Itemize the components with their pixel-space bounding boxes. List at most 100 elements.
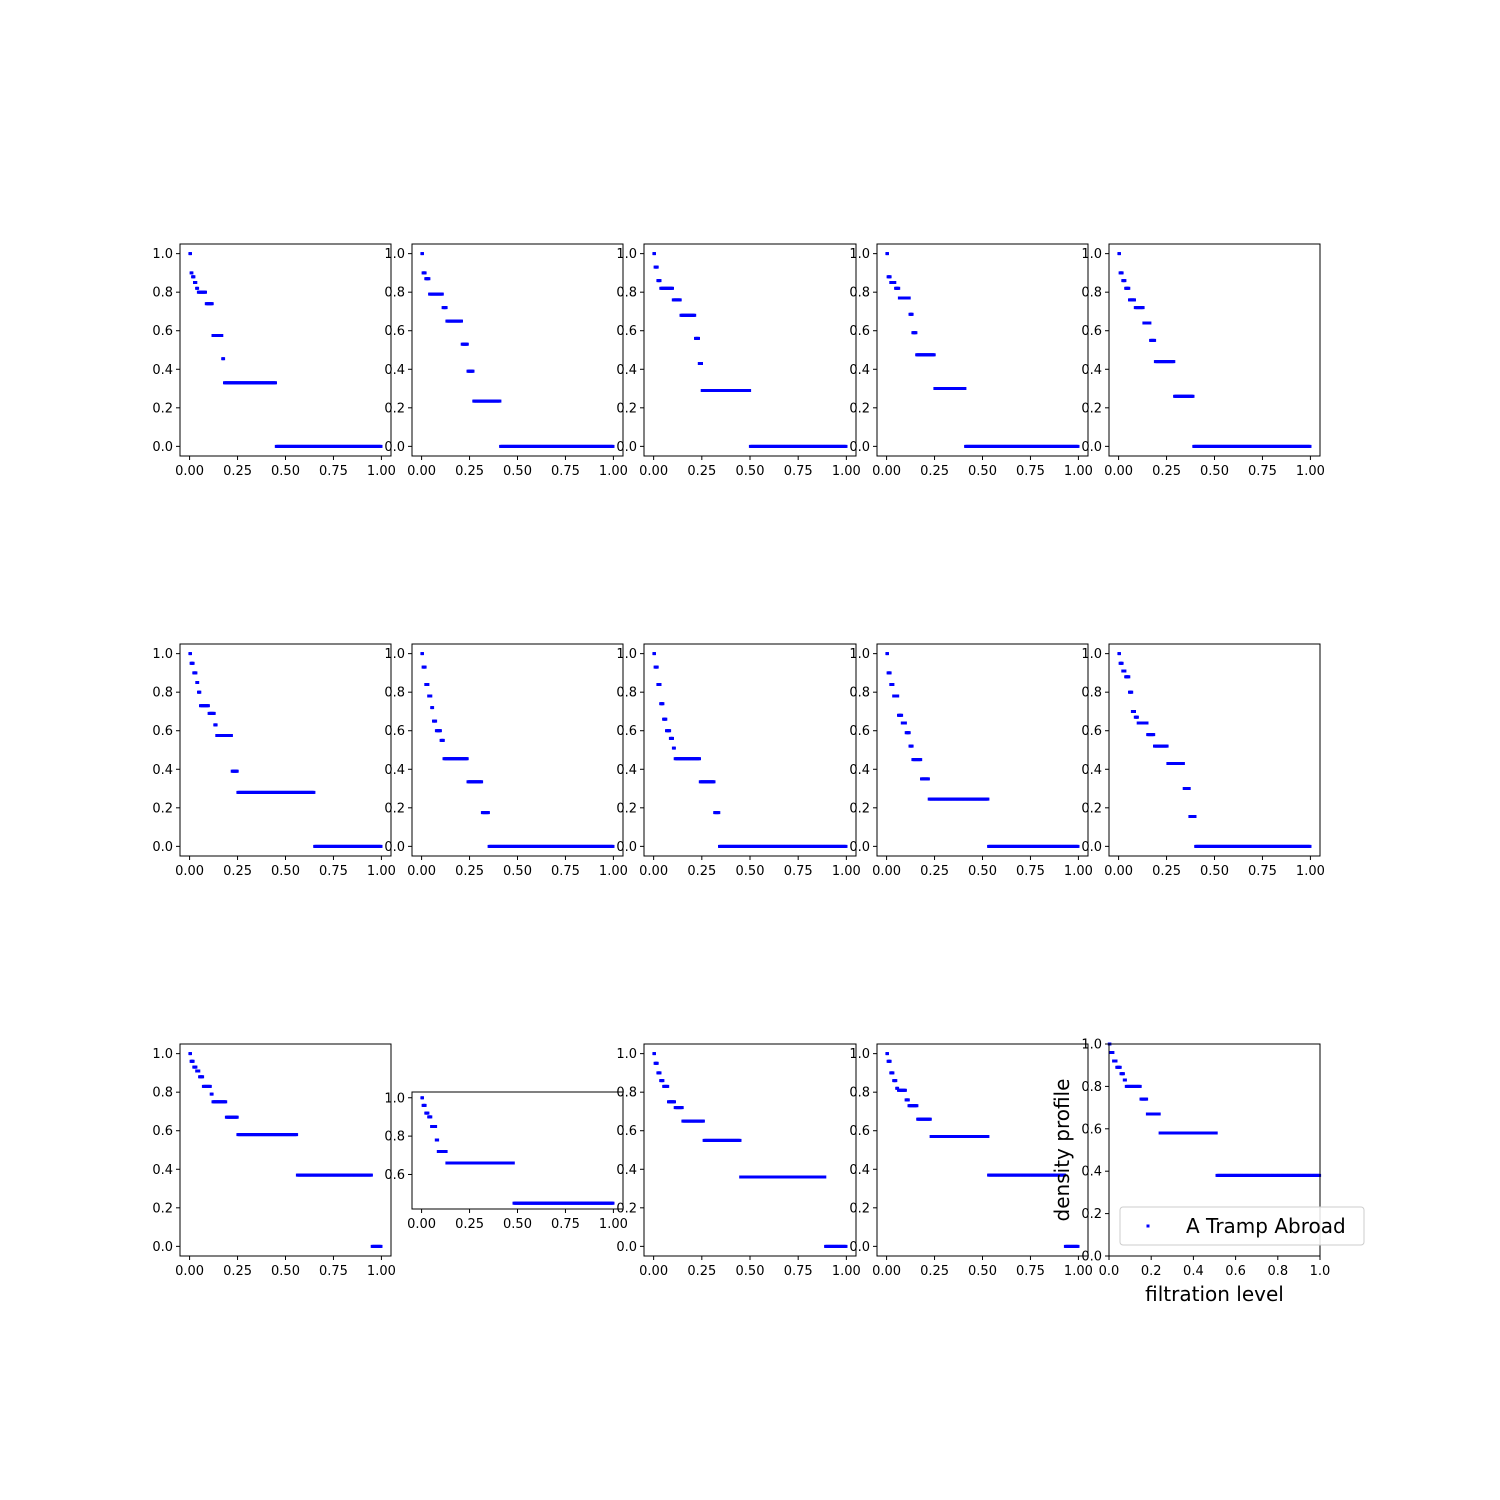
y-tick-label: 0.6 bbox=[152, 324, 173, 339]
data-point bbox=[844, 1244, 848, 1248]
data-point bbox=[192, 275, 196, 279]
axes-frame bbox=[643, 643, 857, 857]
data-point bbox=[1153, 338, 1157, 342]
data-point bbox=[906, 1098, 910, 1102]
data-point bbox=[220, 334, 224, 337]
x-tick-label: 0.50 bbox=[271, 1264, 300, 1279]
data-point bbox=[1127, 675, 1131, 679]
data-point bbox=[224, 1100, 228, 1104]
data-point bbox=[894, 1079, 898, 1083]
x-tick-label: 0.75 bbox=[1016, 864, 1045, 879]
data-point bbox=[915, 1104, 919, 1108]
legend-box bbox=[1119, 1206, 1365, 1246]
x-tick-label: 0.75 bbox=[319, 864, 348, 879]
x-tick-label: 0.50 bbox=[503, 464, 532, 479]
subplot-11: 0.00 0.25 0.50 0.75 1.00 0.0 0.2 0.4 0.6 0.8 1.0 bbox=[152, 1043, 396, 1279]
data-point bbox=[201, 1075, 205, 1079]
y-tick-label: 0.0 bbox=[616, 1240, 637, 1255]
data-point bbox=[191, 1059, 195, 1063]
y-tick-label: 0.4 bbox=[1081, 1165, 1102, 1180]
x-tick-label: 0.25 bbox=[687, 1264, 716, 1279]
x-tick-label: 0.75 bbox=[784, 864, 813, 879]
data-point bbox=[429, 1115, 433, 1119]
x-tick-label: 0.00 bbox=[407, 464, 436, 479]
y-tick-label: 0.4 bbox=[616, 1163, 637, 1178]
data-point bbox=[1172, 360, 1176, 364]
axes-frame bbox=[643, 243, 857, 457]
y-tick-label: 0.0 bbox=[849, 1240, 870, 1255]
y-tick-label: 0.4 bbox=[849, 363, 870, 378]
data-point bbox=[671, 286, 674, 290]
data-point bbox=[1130, 690, 1134, 694]
y-tick-label: 1.0 bbox=[849, 1047, 870, 1062]
y-tick-label: 0.0 bbox=[616, 440, 637, 455]
subplot-2: 0.00 0.25 0.50 0.75 1.00 0.0 0.2 0.4 0.6 0.8 1.0 bbox=[384, 243, 628, 479]
data-point bbox=[235, 1115, 239, 1119]
data-point bbox=[1076, 1244, 1080, 1248]
data-point bbox=[1145, 721, 1149, 725]
data-point bbox=[986, 797, 990, 801]
data-point bbox=[210, 302, 214, 306]
y-tick-label: 0.6 bbox=[384, 724, 405, 739]
data-point bbox=[891, 1071, 895, 1075]
data-point bbox=[444, 306, 448, 310]
x-tick-label: 0.00 bbox=[175, 864, 204, 879]
x-tick-label: 1.00 bbox=[599, 1217, 628, 1232]
data-point bbox=[963, 387, 967, 390]
y-tick-label: 0.8 bbox=[1081, 686, 1102, 701]
y-tick-label: 1.0 bbox=[1081, 1038, 1102, 1053]
data-point bbox=[196, 681, 200, 684]
data-point bbox=[427, 277, 431, 281]
data-point bbox=[312, 790, 316, 794]
data-point bbox=[208, 1084, 212, 1088]
data-point bbox=[903, 1088, 907, 1092]
data-point bbox=[926, 777, 930, 781]
x-tick-label: 0.75 bbox=[319, 464, 348, 479]
data-point bbox=[748, 389, 752, 392]
scatter-points bbox=[420, 252, 615, 448]
data-point bbox=[701, 1119, 705, 1123]
y-tick-label: 0.4 bbox=[384, 763, 405, 778]
axes-frame bbox=[876, 643, 1089, 857]
axes-frame bbox=[179, 1043, 392, 1257]
axes-frame bbox=[411, 243, 624, 457]
y-tick-label: 0.8 bbox=[1081, 286, 1102, 301]
data-point bbox=[1118, 1065, 1122, 1069]
data-point bbox=[423, 1103, 427, 1107]
y-tick-label: 0.4 bbox=[152, 763, 173, 778]
x-tick-label: 1.00 bbox=[367, 864, 396, 879]
x-tick-label: 1.0 bbox=[1310, 1264, 1331, 1279]
y-tick-label: 0.2 bbox=[849, 401, 870, 416]
data-point bbox=[844, 844, 848, 848]
data-point bbox=[1123, 669, 1127, 673]
x-tick-label: 0.25 bbox=[455, 464, 484, 479]
data-point bbox=[1157, 1112, 1161, 1116]
x-tick-label: 0.25 bbox=[455, 1217, 484, 1232]
data-point bbox=[886, 652, 889, 656]
data-point bbox=[712, 780, 716, 784]
y-tick-label: 0.8 bbox=[152, 286, 173, 301]
x-tick-label: 0.0 bbox=[1099, 1264, 1120, 1279]
scatter-points bbox=[885, 252, 1080, 448]
data-point bbox=[661, 702, 665, 706]
x-tick-label: 0.25 bbox=[223, 464, 252, 479]
y-tick-label: 1.0 bbox=[152, 647, 173, 662]
x-tick-label: 0.75 bbox=[319, 1264, 348, 1279]
x-tick-label: 1.00 bbox=[832, 464, 861, 479]
x-tick-label: 1.00 bbox=[1296, 464, 1325, 479]
data-point bbox=[658, 1071, 662, 1075]
data-point bbox=[678, 298, 682, 302]
subplot-8: 0.00 0.25 0.50 0.75 1.00 0.0 0.2 0.4 0.6 0.8 1.0 bbox=[616, 643, 861, 879]
data-point bbox=[444, 1150, 448, 1153]
y-tick-label: 0.8 bbox=[849, 686, 870, 701]
data-point bbox=[1135, 715, 1139, 719]
y-tick-label: 0.2 bbox=[152, 801, 173, 816]
x-tick-label: 0.50 bbox=[968, 464, 997, 479]
data-point bbox=[896, 1086, 900, 1090]
data-point bbox=[214, 723, 218, 727]
data-point bbox=[611, 444, 615, 448]
x-tick-label: 0.50 bbox=[271, 864, 300, 879]
data-point bbox=[693, 313, 697, 317]
y-tick-label: 0.6 bbox=[616, 724, 637, 739]
x-tick-label: 0.25 bbox=[223, 864, 252, 879]
